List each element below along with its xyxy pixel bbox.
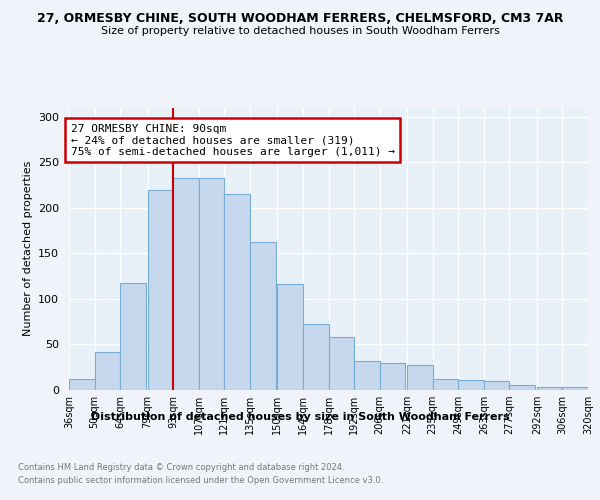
Text: Distribution of detached houses by size in South Woodham Ferrers: Distribution of detached houses by size … [91, 412, 509, 422]
Bar [199, 178, 224, 390]
Bar [250, 242, 275, 390]
Text: Contains HM Land Registry data © Crown copyright and database right 2024.: Contains HM Land Registry data © Crown c… [18, 462, 344, 471]
Bar [329, 337, 354, 390]
Bar [277, 284, 303, 390]
Bar [380, 362, 405, 390]
Text: 27, ORMESBY CHINE, SOUTH WOODHAM FERRERS, CHELMSFORD, CM3 7AR: 27, ORMESBY CHINE, SOUTH WOODHAM FERRERS… [37, 12, 563, 26]
Bar [224, 194, 250, 390]
Bar [433, 379, 458, 390]
Bar [69, 379, 95, 390]
Bar [148, 190, 173, 390]
Bar [303, 324, 329, 390]
Text: Contains public sector information licensed under the Open Government Licence v3: Contains public sector information licen… [18, 476, 383, 485]
Bar [484, 381, 509, 390]
Bar [120, 284, 146, 390]
Bar [354, 361, 380, 390]
Text: 27 ORMESBY CHINE: 90sqm
← 24% of detached houses are smaller (319)
75% of semi-d: 27 ORMESBY CHINE: 90sqm ← 24% of detache… [71, 124, 395, 157]
Bar [537, 388, 562, 390]
Bar [562, 388, 588, 390]
Bar [458, 380, 484, 390]
Bar [509, 386, 535, 390]
Bar [407, 366, 433, 390]
Bar [173, 178, 199, 390]
Text: Size of property relative to detached houses in South Woodham Ferrers: Size of property relative to detached ho… [101, 26, 499, 36]
Y-axis label: Number of detached properties: Number of detached properties [23, 161, 32, 336]
Bar [95, 352, 120, 390]
